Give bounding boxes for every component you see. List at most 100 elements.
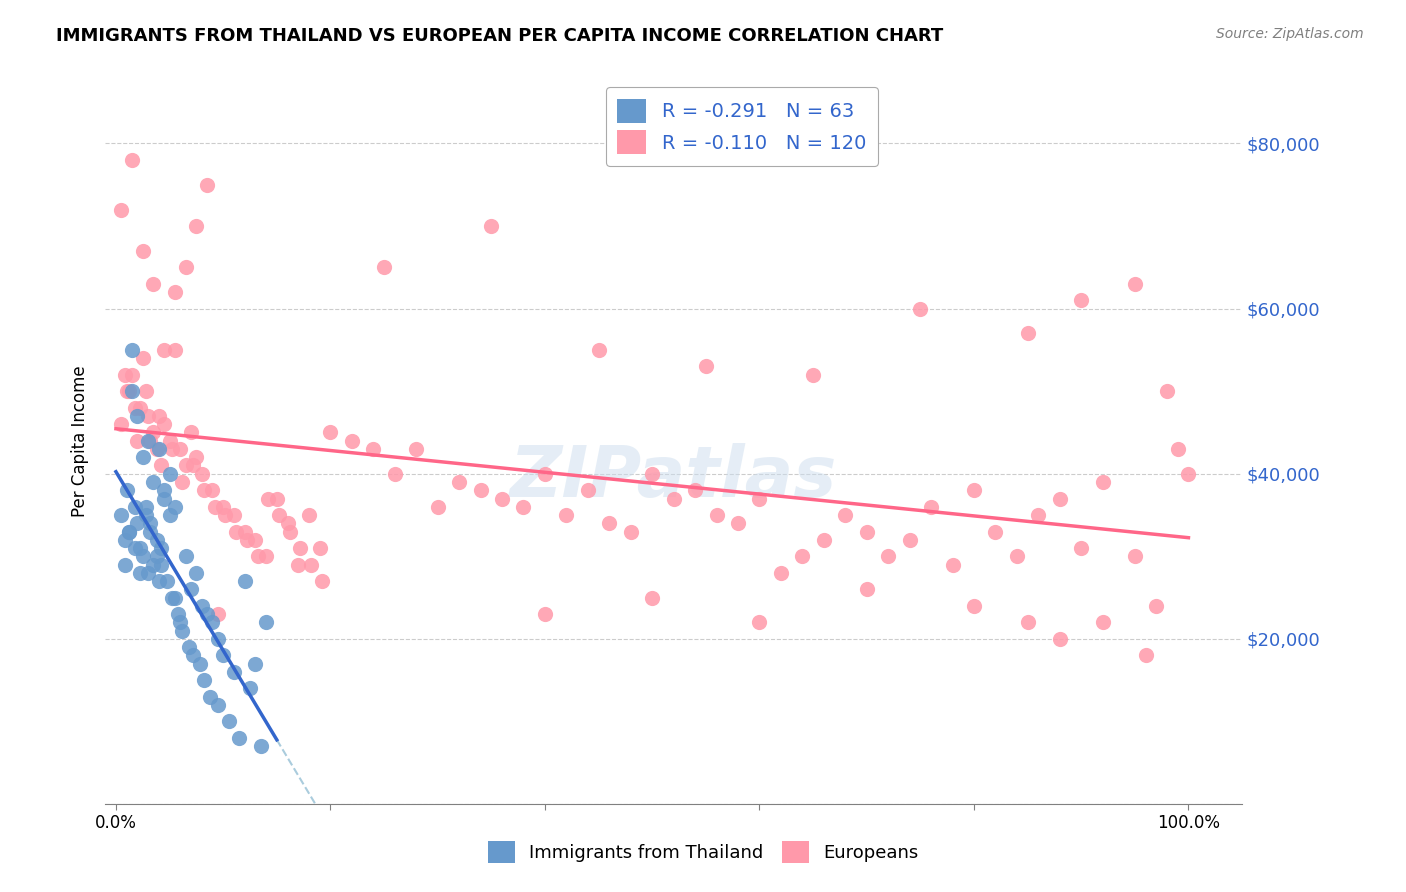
Point [174,260,197,275]
Point [620,524,643,539]
Point [534,607,557,621]
Legend: R = -0.291   N = 63, R = -0.110   N = 120: R = -0.291 N = 63, R = -0.110 N = 120 [606,87,879,166]
Point [426,500,449,514]
Point [167,607,190,621]
Point [225,524,247,539]
Point [1026,508,1049,522]
Point [214,508,236,522]
Point [190,599,212,613]
Point [180,582,202,597]
Point [576,483,599,498]
Point [373,260,395,275]
Point [124,401,146,415]
Point [148,574,170,588]
Point [287,558,309,572]
Point [249,739,271,754]
Point [149,458,172,473]
Point [1123,277,1146,291]
Y-axis label: Per Capita Income: Per Capita Income [72,365,89,516]
Point [311,574,333,588]
Point [299,558,322,572]
Point [115,483,138,498]
Point [207,607,229,621]
Legend: Immigrants from Thailand, Europeans: Immigrants from Thailand, Europeans [477,830,929,874]
Point [748,615,770,630]
Point [201,483,224,498]
Point [1017,326,1039,341]
Point [139,516,162,531]
Point [363,442,385,456]
Text: ZIPatlas: ZIPatlas [510,442,838,511]
Point [1070,293,1092,308]
Point [132,549,155,564]
Point [877,549,900,564]
Point [290,541,312,555]
Point [181,648,204,663]
Point [181,458,204,473]
Point [1049,491,1071,506]
Point [254,615,277,630]
Point [449,475,471,489]
Point [153,417,176,432]
Point [1091,475,1114,489]
Point [298,508,321,522]
Point [177,640,200,654]
Point [169,442,191,456]
Point [163,500,186,514]
Point [963,599,986,613]
Point [233,574,256,588]
Point [898,533,921,547]
Point [135,500,157,514]
Point [239,681,262,696]
Point [128,566,150,580]
Point [153,343,176,357]
Point [257,491,280,506]
Point [114,368,136,382]
Point [1177,467,1199,481]
Point [222,665,245,679]
Point [169,615,191,630]
Point [118,524,141,539]
Point [136,409,159,423]
Text: Source: ZipAtlas.com: Source: ZipAtlas.com [1216,27,1364,41]
Point [160,442,183,456]
Point [769,566,792,580]
Point [813,533,835,547]
Point [145,533,167,547]
Point [180,425,202,440]
Point [136,434,159,448]
Point [534,467,557,481]
Point [121,343,143,357]
Point [139,524,162,539]
Point [145,442,167,456]
Point [127,516,149,531]
Point [683,483,706,498]
Point [153,483,176,498]
Point [212,648,235,663]
Point [245,657,267,671]
Point [984,524,1007,539]
Point [128,541,150,555]
Point [114,533,136,547]
Point [340,434,363,448]
Point [110,508,132,522]
Point [910,301,932,316]
Point [159,467,181,481]
Point [145,549,167,564]
Point [218,714,240,729]
Point [135,384,157,399]
Point [174,458,197,473]
Point [148,409,170,423]
Point [1156,384,1178,399]
Point [941,558,963,572]
Point [855,582,877,597]
Point [1135,648,1157,663]
Point [121,384,143,399]
Point [142,558,165,572]
Point [160,591,183,605]
Point [278,524,301,539]
Point [159,434,181,448]
Point [193,483,215,498]
Point [118,384,141,399]
Point [115,384,138,399]
